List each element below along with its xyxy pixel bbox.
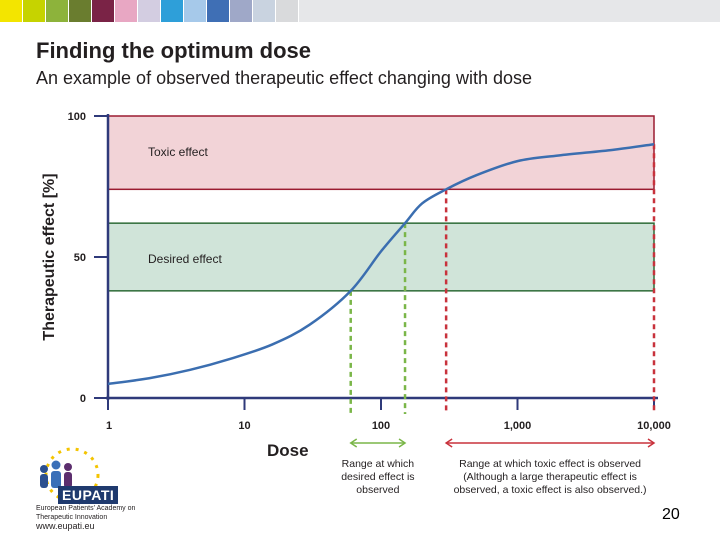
x-axis-label: Dose (267, 441, 309, 460)
range-arrow-left (349, 438, 358, 448)
range-label-1: observed, a toxic effect is also observe… (454, 484, 647, 496)
slide-title: Finding the optimum dose (36, 38, 311, 63)
band-label-0: Toxic effect (148, 145, 208, 159)
topbar-segment (115, 0, 137, 22)
topbar-segment (230, 0, 252, 22)
band-0 (107, 115, 655, 191)
range-arrow-right (398, 438, 407, 448)
topbar-segment (207, 0, 229, 22)
x-tick-label: 1,000 (504, 420, 532, 432)
range-label-1: Range at which toxic effect is observed (459, 458, 641, 470)
y-tick-label: 50 (74, 252, 86, 264)
topbar-segment (0, 0, 22, 22)
topbar-segment (161, 0, 183, 22)
y-axis-label: Therapeutic effect [%] (41, 173, 58, 340)
people-figures-icon (40, 460, 72, 488)
range-label-0: Range at which (342, 458, 415, 470)
topbar-segment (138, 0, 160, 22)
eupati-logo (40, 447, 100, 503)
x-tick-label: 10 (238, 420, 250, 432)
x-tick-label: 1 (106, 420, 112, 432)
slide-subtitle: An example of observed therapeutic effec… (36, 68, 532, 88)
range-arrow-left (444, 438, 453, 448)
y-tick-label: 100 (68, 111, 86, 123)
topbar-fill (299, 0, 720, 22)
range-label-1: (Although a large therapeutic effect is (463, 471, 637, 483)
range-arrow-right (647, 438, 656, 448)
range-label-0: desired effect is (341, 471, 414, 483)
y-tick-label: 0 (80, 393, 86, 405)
topbar-segment (46, 0, 68, 22)
logo-name: EUPATI (58, 486, 119, 504)
topbar-segment (276, 0, 298, 22)
topbar-segment (69, 0, 91, 22)
logo-org: European Patients' Academy on Therapeuti… (36, 505, 136, 521)
top-color-bar (0, 0, 720, 22)
x-tick-label: 100 (372, 420, 390, 432)
logo-url: www.eupati.eu (36, 521, 95, 531)
topbar-segment (184, 0, 206, 22)
topbar-segment (253, 0, 275, 22)
topbar-segment (23, 0, 45, 22)
topbar-segment (92, 0, 114, 22)
series-line-0 (107, 142, 655, 386)
band-1 (107, 222, 655, 292)
band-label-1: Desired effect (148, 252, 222, 266)
page-number: 20 (662, 506, 680, 523)
range-label-0: observed (356, 484, 399, 496)
x-tick-label: 10,000 (637, 420, 671, 432)
